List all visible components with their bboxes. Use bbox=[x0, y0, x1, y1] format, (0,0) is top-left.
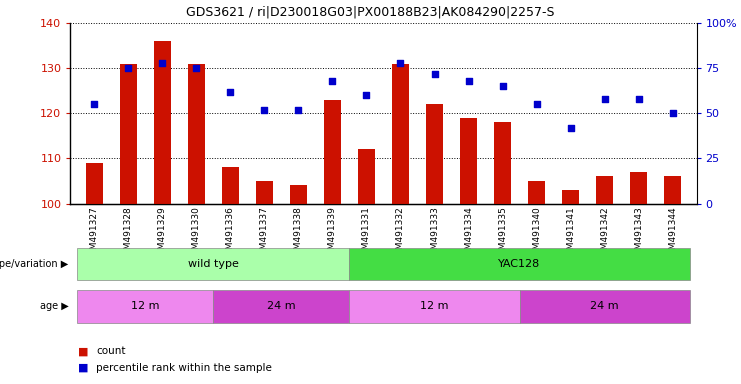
Bar bbox=[77, 248, 350, 280]
Point bbox=[122, 65, 134, 71]
Bar bbox=[519, 290, 690, 323]
Text: 24 m: 24 m bbox=[267, 301, 296, 311]
Bar bbox=[358, 149, 375, 204]
Text: wild type: wild type bbox=[188, 259, 239, 269]
Point bbox=[462, 78, 474, 84]
Text: genotype/variation ▶: genotype/variation ▶ bbox=[0, 259, 68, 269]
Bar bbox=[528, 181, 545, 204]
Point bbox=[394, 60, 406, 66]
Bar bbox=[256, 181, 273, 204]
Bar bbox=[664, 177, 681, 204]
Point bbox=[428, 71, 440, 77]
Point bbox=[88, 101, 100, 108]
Bar bbox=[630, 172, 647, 204]
Bar bbox=[324, 100, 341, 204]
Point bbox=[667, 110, 679, 116]
Bar bbox=[494, 122, 511, 204]
Bar bbox=[187, 64, 205, 204]
Point bbox=[190, 65, 202, 71]
Bar bbox=[77, 290, 213, 323]
Point bbox=[496, 83, 508, 89]
Text: YAC128: YAC128 bbox=[499, 259, 541, 269]
Text: 12 m: 12 m bbox=[420, 301, 449, 311]
Point bbox=[565, 125, 576, 131]
Bar bbox=[392, 64, 409, 204]
Bar bbox=[290, 185, 307, 204]
Text: 24 m: 24 m bbox=[591, 301, 619, 311]
Bar bbox=[562, 190, 579, 204]
Text: GDS3621 / ri|D230018G03|PX00188B23|AK084290|2257-S: GDS3621 / ri|D230018G03|PX00188B23|AK084… bbox=[186, 6, 555, 19]
Point bbox=[327, 78, 339, 84]
Bar bbox=[213, 290, 350, 323]
Text: age ▶: age ▶ bbox=[39, 301, 68, 311]
Bar bbox=[154, 41, 170, 204]
Text: 12 m: 12 m bbox=[131, 301, 159, 311]
Bar bbox=[426, 104, 443, 204]
Text: ■: ■ bbox=[78, 346, 88, 356]
Point bbox=[293, 107, 305, 113]
Text: percentile rank within the sample: percentile rank within the sample bbox=[96, 363, 272, 373]
Text: count: count bbox=[96, 346, 126, 356]
Point bbox=[259, 107, 270, 113]
Point bbox=[361, 92, 373, 98]
Bar bbox=[86, 163, 103, 204]
Point bbox=[156, 60, 168, 66]
Text: ■: ■ bbox=[78, 363, 88, 373]
Point bbox=[225, 89, 236, 95]
Point bbox=[531, 101, 542, 108]
Point bbox=[633, 96, 645, 102]
Bar bbox=[222, 167, 239, 204]
Bar bbox=[120, 64, 137, 204]
Bar bbox=[350, 248, 690, 280]
Bar bbox=[460, 118, 477, 204]
Bar bbox=[597, 177, 613, 204]
Point bbox=[599, 96, 611, 102]
Bar bbox=[350, 290, 519, 323]
